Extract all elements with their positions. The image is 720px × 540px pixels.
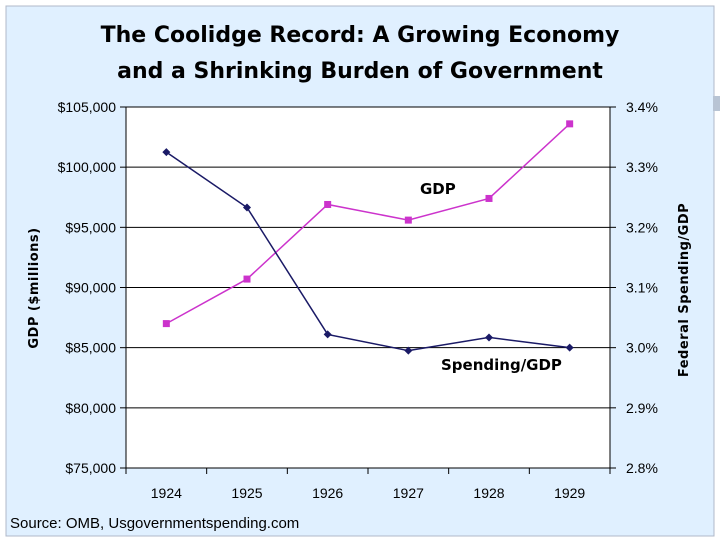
- point-spending-gdp-1927: [404, 346, 413, 355]
- point-gdp-1929: [566, 120, 574, 128]
- x-tick-label: 1926: [312, 485, 343, 501]
- source-note: Source: OMB, Usgovernmentspending.com: [10, 515, 299, 532]
- point-spending-gdp-1928: [485, 333, 493, 342]
- y-right-tick-label: 3.2%: [626, 219, 658, 235]
- y-right-tick-label: 3.1%: [626, 280, 658, 296]
- y-right-tick-label: 3.3%: [626, 159, 658, 175]
- x-tick-label: 1924: [151, 485, 182, 501]
- y-left-tick-label: $75,000: [65, 460, 116, 476]
- y-left-tick-label: $80,000: [65, 400, 116, 416]
- x-tick-label: 1925: [231, 485, 262, 501]
- chart-subtitle: and a Shrinking Burden of Government: [117, 59, 603, 84]
- y-right-tick-label: 3.0%: [626, 340, 658, 356]
- y-left-tick-label: $90,000: [65, 280, 116, 296]
- y-left-tick-label: $85,000: [65, 340, 116, 356]
- y-right-tick-label: 2.8%: [626, 460, 658, 476]
- y-axis-left-title: GDP ($millions): [27, 227, 42, 348]
- series-label-gdp: GDP: [420, 180, 456, 198]
- point-gdp-1926: [324, 200, 332, 208]
- y-left-tick-label: $105,000: [58, 99, 117, 115]
- point-spending-gdp-1929: [565, 343, 574, 352]
- y-axis-right-title: Federal Spending/GDP: [677, 203, 692, 377]
- y-right-tick-label: 2.9%: [626, 400, 658, 416]
- point-gdp-1925: [243, 275, 251, 283]
- x-tick-label: 1928: [473, 485, 504, 501]
- point-gdp-1928: [485, 194, 493, 202]
- y-axis-left-labels: $75,000 $80,000 $85,000 $90,000 $95,000 $100,…: [58, 99, 117, 476]
- series-layer: [162, 120, 574, 355]
- series-line-spending-gdp: [165, 151, 570, 352]
- x-axis-labels: 1924 1925 1926 1927 1928 1929: [151, 485, 586, 501]
- y-axis-right-labels: 2.8% 2.9% 3.0% 3.1% 3.2% 3.3% 3.4%: [626, 99, 658, 476]
- point-spending-gdp-1925: [243, 203, 251, 212]
- point-gdp-1924: [162, 320, 170, 328]
- point-gdp-1927: [404, 216, 412, 224]
- point-spending-gdp-1924: [162, 148, 171, 157]
- x-tick-label: 1927: [393, 485, 424, 501]
- gridlines: [126, 166, 610, 409]
- axis-ticks: [120, 106, 616, 474]
- series-label-spending: Spending/GDP: [441, 356, 562, 374]
- x-tick-label: 1929: [554, 485, 585, 501]
- side-scroll-marker: [713, 96, 720, 111]
- series-line-gdp: [165, 123, 571, 325]
- point-spending-gdp-1926: [323, 330, 332, 339]
- y-left-tick-label: $100,000: [58, 159, 117, 175]
- y-right-tick-label: 3.4%: [626, 99, 658, 115]
- chart-title: The Coolidge Record: A Growing Economy: [101, 23, 620, 48]
- y-left-tick-label: $95,000: [65, 219, 116, 235]
